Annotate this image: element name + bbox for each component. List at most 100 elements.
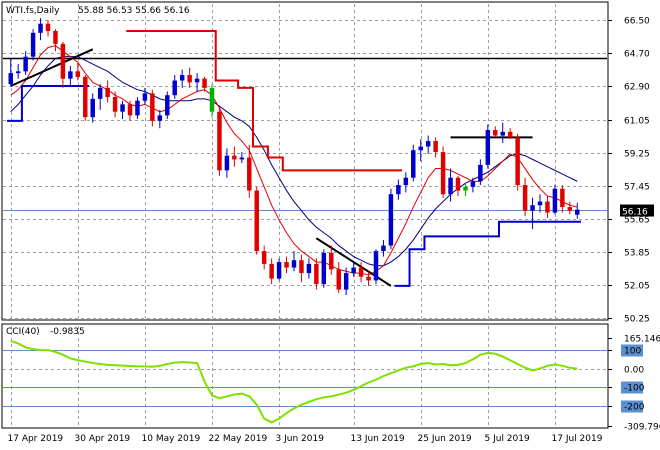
candle	[30, 29, 36, 61]
candle	[194, 73, 200, 92]
candle	[142, 87, 148, 105]
candle	[217, 106, 222, 176]
candle	[440, 146, 446, 198]
candle	[38, 18, 43, 41]
candle	[68, 65, 73, 87]
candle-body	[45, 23, 51, 32]
candle-body	[463, 186, 468, 191]
x-tick-label: 17 Jul 2019	[552, 434, 603, 444]
price-y-tick-label: 62.90	[624, 83, 650, 93]
candle-body	[373, 251, 379, 281]
candle-body	[411, 150, 416, 178]
candle	[373, 249, 379, 285]
candle	[478, 159, 483, 186]
candle-body	[515, 137, 520, 186]
candle	[388, 188, 394, 250]
candle	[537, 194, 543, 213]
candle	[135, 97, 140, 120]
candle-body	[314, 263, 319, 285]
candle-body	[112, 97, 118, 112]
cci-header-name: CCI(40)	[6, 327, 40, 337]
candle	[366, 271, 371, 286]
candle	[321, 249, 327, 288]
trailing-stop-low	[394, 220, 581, 287]
cci-level-box	[621, 344, 643, 357]
candle	[247, 144, 252, 198]
candle-body	[30, 32, 36, 57]
candle-body	[60, 43, 66, 79]
candle-body	[455, 177, 461, 191]
candle	[470, 177, 476, 193]
candle	[53, 29, 58, 52]
candle-body	[545, 201, 550, 213]
cci-series	[10, 339, 578, 424]
candle	[575, 202, 580, 219]
candle-body	[83, 76, 88, 118]
price-y-tick-label: 59.25	[624, 150, 650, 160]
candle	[209, 84, 215, 118]
price-header-symbol: WTI.fs,Daily	[6, 6, 60, 16]
price-y-tick-label: 53.85	[624, 249, 650, 259]
candle	[224, 148, 230, 178]
x-tick-label: 22 May 2019	[209, 434, 268, 444]
candle	[403, 172, 409, 193]
candle	[560, 185, 565, 213]
candle-body	[187, 75, 192, 83]
candle-body	[433, 141, 438, 153]
cci-y-tick-label: 0.00	[624, 366, 644, 376]
candle-body	[366, 276, 371, 281]
candle	[314, 258, 319, 290]
candle	[60, 42, 66, 88]
candle	[276, 258, 282, 281]
candle-body	[336, 269, 341, 290]
candle-body	[306, 263, 312, 274]
x-tick-label: 30 Apr 2019	[75, 434, 131, 444]
candle	[45, 20, 51, 37]
candle-body	[142, 93, 148, 101]
candle-body	[53, 31, 58, 44]
candle	[8, 58, 13, 87]
candle-body	[321, 252, 327, 285]
candle-body	[97, 87, 103, 99]
candle	[455, 175, 461, 197]
candle	[418, 139, 423, 162]
last-price-box	[620, 204, 654, 217]
candle-body	[343, 273, 349, 290]
candle-body	[403, 177, 409, 186]
price-y-tick-label: 66.50	[624, 17, 650, 27]
candle	[269, 258, 274, 285]
candle-body	[284, 262, 289, 268]
x-tick-label: 10 May 2019	[142, 434, 201, 444]
cci-panel: CCI(40) -0.9835 165.1462 100 0.00 -100 -200 -…	[1, 323, 660, 433]
cci-level-box	[621, 381, 643, 394]
candle-body	[567, 207, 573, 211]
candle	[105, 80, 110, 103]
candle	[411, 144, 416, 182]
price-y-axis: 66.50 64.70 62.90 61.05 59.25 57.45 55.65 53.85…	[608, 17, 650, 325]
candle	[567, 201, 573, 215]
candle	[187, 67, 192, 88]
candle	[552, 185, 558, 215]
cci-y-tick-label: -309.796	[624, 423, 660, 433]
candle	[150, 89, 155, 127]
candle	[90, 93, 95, 123]
candle	[500, 122, 505, 143]
candle	[433, 137, 438, 158]
candle-body	[493, 130, 498, 136]
candle-body	[396, 185, 401, 195]
price-y-tick-label: 64.70	[624, 50, 650, 60]
price-y-tick-label: 50.25	[624, 315, 650, 325]
candle-body	[247, 157, 252, 191]
x-tick-label: 13 Jun 2019	[351, 434, 405, 444]
candle	[522, 177, 528, 217]
candlesticks	[8, 18, 580, 296]
candle-body	[507, 131, 513, 138]
candle	[120, 100, 125, 120]
candle-body	[90, 98, 95, 118]
candle-body	[485, 130, 491, 165]
candle-body	[232, 155, 237, 160]
candle	[448, 168, 453, 202]
candle-body	[358, 267, 364, 277]
candle-body	[530, 205, 535, 211]
candle-body	[217, 111, 222, 171]
